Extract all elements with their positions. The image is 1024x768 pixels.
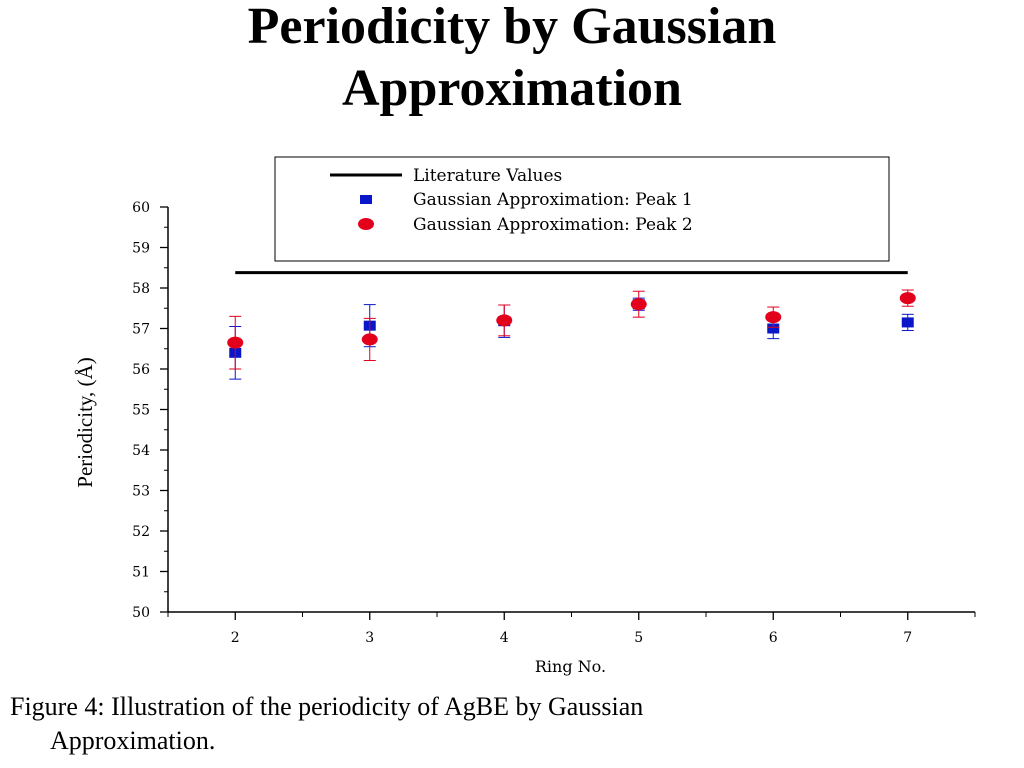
y-tick-label: 57 bbox=[132, 322, 150, 338]
y-tick-label: 59 bbox=[132, 241, 150, 257]
peak-2-point bbox=[361, 333, 378, 346]
legend-label: Gaussian Approximation: Peak 1 bbox=[413, 190, 693, 210]
y-tick-label: 56 bbox=[132, 362, 150, 378]
peak-2-point bbox=[899, 292, 916, 305]
peak-2-point bbox=[765, 311, 782, 324]
slide-title: Periodicity by Gaussian Approximation bbox=[0, 0, 1024, 120]
x-axis-label: Ring No. bbox=[535, 657, 606, 676]
peak-2-point bbox=[227, 336, 244, 349]
legend-swatch-square bbox=[360, 195, 372, 204]
y-tick-label: 51 bbox=[132, 565, 150, 581]
peak-2-point bbox=[496, 314, 513, 327]
figure-caption: Figure 4: Illustration of the periodicit… bbox=[10, 690, 1010, 758]
caption-line-2: Approximation. bbox=[50, 726, 216, 755]
legend-label: Literature Values bbox=[413, 166, 562, 186]
y-tick-label: 53 bbox=[132, 484, 150, 500]
y-axis-label: Periodicity, (Å) bbox=[73, 357, 97, 487]
x-tick-label: 3 bbox=[365, 630, 374, 646]
chart-axes: Ring No. Periodicity, (Å) bbox=[73, 207, 975, 676]
x-tick-label: 7 bbox=[903, 630, 912, 646]
y-tick-label: 55 bbox=[132, 403, 150, 419]
chart-marks bbox=[227, 271, 916, 380]
y-tick-label: 52 bbox=[132, 524, 150, 540]
y-tick-label: 58 bbox=[132, 281, 150, 297]
caption-line-1: Figure 4: Illustration of the periodicit… bbox=[10, 692, 644, 721]
slide-title-line-1: Periodicity by Gaussian bbox=[247, 0, 777, 55]
y-tick-label: 60 bbox=[132, 200, 150, 216]
x-tick-label: 2 bbox=[231, 630, 240, 646]
x-tick-label: 4 bbox=[500, 630, 509, 646]
periodicity-chart: Ring No.Periodicity, (Å) 505152535455565… bbox=[73, 156, 976, 676]
legend-label: Gaussian Approximation: Peak 2 bbox=[413, 215, 693, 235]
peak-1-point bbox=[901, 317, 914, 328]
x-tick-label: 5 bbox=[634, 630, 643, 646]
legend-swatch-circle bbox=[358, 218, 374, 230]
y-tick-label: 50 bbox=[132, 605, 150, 621]
y-tick-label: 54 bbox=[132, 443, 150, 459]
slide-title-line-2: Approximation bbox=[342, 60, 682, 117]
peak-1-point bbox=[767, 323, 780, 334]
peak-2-point bbox=[630, 298, 647, 311]
x-tick-label: 6 bbox=[769, 630, 778, 646]
chart-legend: Literature Values Gaussian Approximation:… bbox=[274, 156, 890, 262]
